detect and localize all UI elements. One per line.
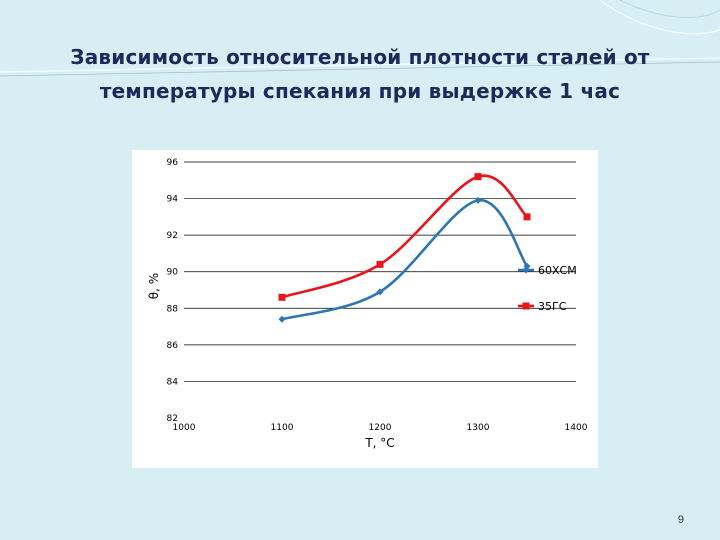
legend-layer: 60ХСМ 35ГС [518, 264, 577, 313]
y-tick-label: 82 [167, 414, 178, 424]
slide-title-line-2: температуры спекания при выдержке 1 час [99, 79, 621, 103]
series-line-0 [281, 199, 529, 321]
data-point [474, 173, 482, 181]
y-axis-label: θ, % [147, 273, 161, 299]
tick-layer: 82 84 86 88 90 92 94 96 1000 1100 1200 1300 1400 [167, 158, 588, 433]
legend-marker [522, 302, 530, 310]
grid-layer [184, 161, 576, 382]
legend-label: 60ХСМ [538, 264, 577, 277]
data-point [278, 293, 286, 301]
x-tick-label: 1100 [271, 423, 294, 433]
legend-label: 35ГС [538, 300, 567, 313]
y-tick-label: 90 [167, 268, 179, 278]
x-tick-label: 1300 [467, 423, 490, 433]
x-tick-label: 1200 [369, 423, 392, 433]
data-point [376, 288, 384, 296]
legend-marker [522, 266, 530, 274]
series-layer [278, 173, 531, 323]
slide-title: Зависимость относительной плотности стал… [20, 40, 700, 108]
y-tick-label: 92 [167, 231, 178, 241]
chart-panel: 82 84 86 88 90 92 94 96 1000 1100 1200 1300 1400 60Х… [132, 150, 598, 468]
density-chart: 82 84 86 88 90 92 94 96 1000 1100 1200 1300 1400 60Х… [147, 158, 588, 450]
x-axis-label: T, °C [364, 436, 394, 450]
x-tick-label: 1400 [565, 423, 588, 433]
data-point [278, 315, 286, 323]
x-tick-label: 1000 [173, 423, 196, 433]
y-tick-label: 94 [167, 195, 179, 205]
data-point [523, 262, 531, 270]
y-tick-label: 88 [167, 304, 179, 314]
y-tick-label: 86 [167, 341, 179, 351]
legend-item-0: 60ХСМ [518, 264, 577, 277]
page-number: 9 [677, 514, 684, 526]
series-line-1 [281, 174, 528, 299]
data-point [523, 213, 531, 221]
y-tick-label: 84 [167, 377, 179, 387]
slide-title-line-1: Зависимость относительной плотности стал… [70, 45, 650, 69]
data-point [474, 196, 482, 204]
y-tick-label: 96 [167, 158, 179, 168]
data-point [376, 260, 384, 268]
legend-item-1: 35ГС [518, 300, 567, 313]
